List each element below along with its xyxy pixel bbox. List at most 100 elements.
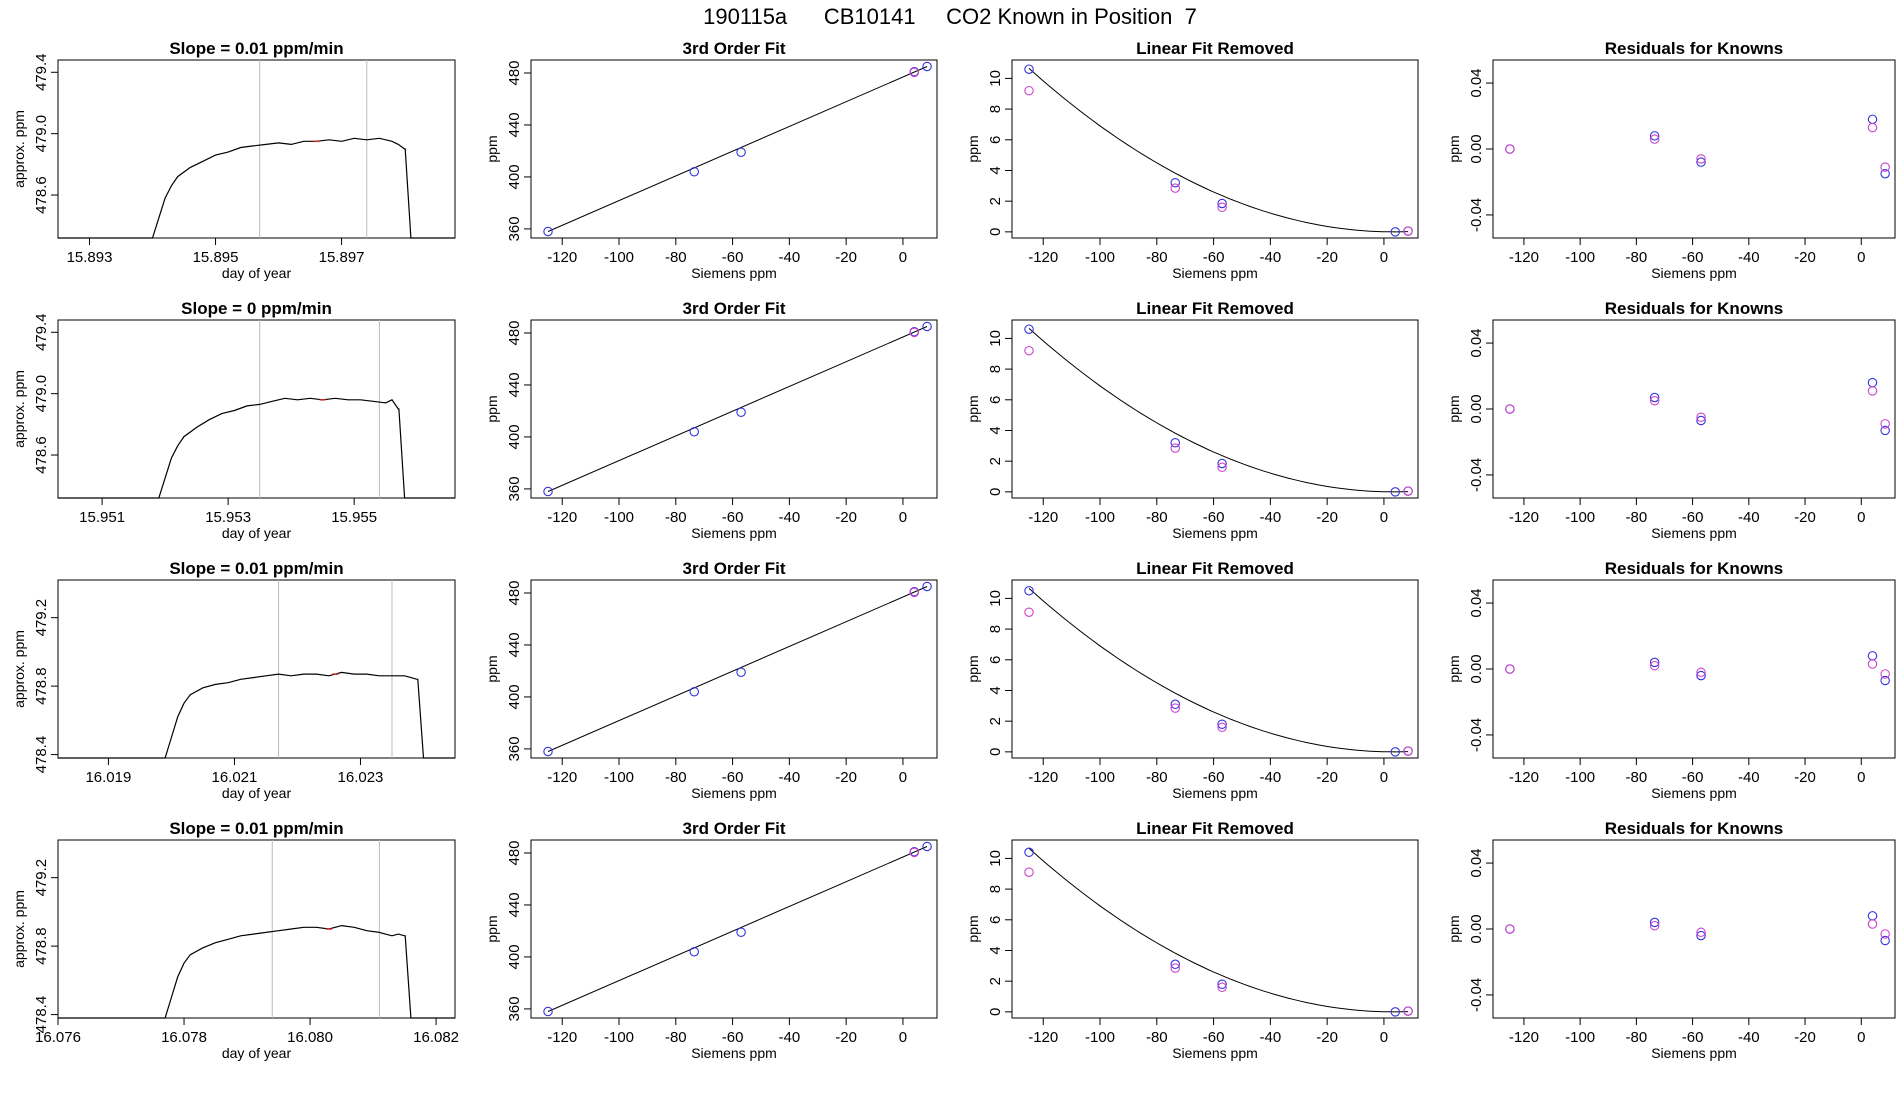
- chart-r1-c0-ytick-label-2: 479.4: [33, 314, 50, 352]
- chart-r3-c2-ytick-label-0: 0: [987, 1008, 1004, 1016]
- chart-r3-c2-fit-point-3: [1390, 1007, 1401, 1017]
- chart-r2-c3-fit-point-2: [1696, 670, 1706, 681]
- chart-r1-c1-ytick-label-0: 360: [506, 476, 523, 501]
- chart-r1-c1-plot-frame: [530, 319, 938, 499]
- chart-r3-c0-xlabel: day of year: [222, 1045, 292, 1061]
- chart-r3-c3-xtick-label-1: -100: [1565, 1029, 1595, 1046]
- chart-r0-c2-ytick-label-4: 8: [987, 105, 1004, 113]
- chart-r0-c3-raw-point-0: [1505, 144, 1515, 154]
- chart-r2-c1-raw-point-0: [909, 587, 920, 598]
- chart-r2-c2: Linear Fit Removed -120 -100 -80 -60 -40 -20 0 0…: [965, 559, 1419, 801]
- chart-r3-c0-series-line: [58, 924, 455, 1019]
- chart-r2-c3-raw-point-1: [1649, 660, 1660, 671]
- chart-r0-c2-fit-point-1: [1170, 178, 1181, 188]
- chart-r0-c0-xtick-label-2: 15.897: [319, 249, 365, 266]
- chart-r2-c3-xlabel: Siemens ppm: [1651, 785, 1737, 801]
- chart-r0-c3: Residuals for Knowns -120 -100 -80 -60 -40 -20…: [1446, 39, 1896, 281]
- chart-r2-c2-xtick-label-1: -100: [1085, 769, 1115, 786]
- chart-r1-c3-ytick-label-2: 0.04: [1468, 328, 1485, 357]
- chart-r1-c1-fit-curve: [547, 326, 928, 492]
- chart-r3-c1-fit-point-2: [736, 927, 746, 937]
- chart-r2-c1-xtick-label-6: 0: [899, 769, 907, 786]
- chart-r3-c2-ytick-label-2: 4: [987, 946, 1004, 954]
- chart-r0-c1-xlabel: Siemens ppm: [691, 265, 777, 281]
- chart-r3-c3-raw-point-2: [1696, 927, 1706, 938]
- chart-r2-c3-xtick-label-2: -80: [1626, 769, 1648, 786]
- chart-r3-c1-ytick-label-1: 400: [506, 944, 523, 969]
- chart-r0-c2-xtick-label-2: -80: [1146, 249, 1168, 266]
- chart-r2-c3-plot-frame: [1492, 579, 1896, 759]
- chart-r1-c3-xtick-label-1: -100: [1565, 509, 1595, 526]
- chart-r2-c2-fit-point-3: [1390, 747, 1401, 757]
- chart-r1-c2-title: Linear Fit Removed: [1136, 299, 1294, 318]
- chart-r3-c0-ytick-label-1: 478.8: [33, 927, 50, 965]
- chart-r0-c1-xtick-label-6: 0: [899, 249, 907, 266]
- chart-r2-c2-ylabel: ppm: [965, 655, 981, 682]
- chart-r3-c2-raw-point-2: [1217, 982, 1227, 993]
- chart-r3-c3-xtick-label-4: -40: [1738, 1029, 1760, 1046]
- chart-r3-c3-plot-frame: [1492, 839, 1896, 1019]
- chart-r3-c0-xtick-label-2: 16.080: [287, 1029, 333, 1046]
- chart-r2-c0-series-line: [58, 671, 455, 759]
- chart-r3-c3-ytick-label-2: 0.04: [1468, 848, 1485, 877]
- chart-r1-c3-fit-point-3: [1867, 377, 1878, 388]
- chart-r0-c1-fit-point-0: [543, 226, 553, 237]
- chart-r3-c2-title: Linear Fit Removed: [1136, 819, 1294, 838]
- chart-r2-c0-title: Slope = 0.01 ppm/min: [169, 559, 343, 578]
- chart-r0-c2-raw-point-2: [1217, 202, 1227, 213]
- chart-r2-c2-title: Linear Fit Removed: [1136, 559, 1294, 578]
- chart-r2-c3-fit-point-1: [1649, 657, 1660, 668]
- chart-r1-c2-xtick-label-2: -80: [1146, 509, 1168, 526]
- chart-r1-c3-raw-point-2: [1696, 412, 1706, 422]
- chart-r0-c2-fit-point-2: [1217, 198, 1227, 209]
- chart-r2-c2-ytick-label-2: 4: [987, 686, 1004, 694]
- chart-r1-c3-raw-point-4: [1880, 419, 1890, 429]
- chart-r2-c2-xtick-label-4: -40: [1260, 769, 1282, 786]
- chart-r3-c1-xtick-label-5: -20: [835, 1029, 857, 1046]
- chart-r3-c2-ytick-label-4: 8: [987, 885, 1004, 893]
- chart-r3-c0-xtick-label-1: 16.078: [161, 1029, 207, 1046]
- chart-r3-c3-ytick-label-1: 0.00: [1468, 914, 1485, 943]
- chart-r2-c0-plot-frame: [57, 579, 456, 759]
- chart-r3-c3-fit-point-1: [1649, 917, 1660, 928]
- chart-r2-c2-fit-point-2: [1217, 719, 1227, 729]
- chart-r1-c1-ytick-label-2: 440: [506, 372, 523, 397]
- chart-r3-c1-xtick-label-0: -120: [547, 1029, 577, 1046]
- chart-r3-c2-raw-point-3: [1403, 1006, 1413, 1016]
- chart-r1-c3-xtick-label-0: -120: [1509, 509, 1539, 526]
- chart-r3-c3-xlabel: Siemens ppm: [1651, 1045, 1737, 1061]
- chart-r3-c2-fit-point-1: [1170, 959, 1181, 970]
- chart-r0-c0-ytick-label-2: 479.4: [33, 54, 50, 92]
- chart-r0-c2-raw-point-0: [1024, 85, 1034, 96]
- chart-r2-c3: Residuals for Knowns -120 -100 -80 -60 -40 -20…: [1446, 559, 1896, 801]
- chart-r3-c1-title: 3rd Order Fit: [683, 819, 786, 838]
- chart-r0-c0-title: Slope = 0.01 ppm/min: [169, 39, 343, 58]
- chart-r1-c2-xlabel: Siemens ppm: [1172, 525, 1258, 541]
- chart-r0-c2: Linear Fit Removed -120 -100 -80 -60 -40 -20 0 0…: [965, 39, 1419, 281]
- chart-r1-c3-fit-point-4: [1880, 425, 1890, 436]
- chart-r2-c2-ytick-label-3: 6: [987, 656, 1004, 664]
- chart-r2-c1-xlabel: Siemens ppm: [691, 785, 777, 801]
- chart-r3-c1-xtick-label-1: -100: [604, 1029, 634, 1046]
- chart-r0-c0-ytick-label-1: 479.0: [33, 115, 50, 153]
- chart-r0-c1-fit-point-4: [922, 61, 932, 72]
- chart-r1-c2-fit-curve: [1028, 328, 1409, 493]
- chart-r0-c3-fit-point-4: [1880, 168, 1890, 179]
- chart-r2-c1-ytick-label-0: 360: [506, 736, 523, 761]
- chart-r0-c1-xtick-label-4: -40: [779, 249, 801, 266]
- chart-r2-c2-ytick-label-1: 2: [987, 717, 1004, 725]
- chart-r1-c2-ytick-label-2: 4: [987, 426, 1004, 434]
- chart-r3-c3-fit-point-2: [1696, 930, 1706, 941]
- chart-r2-c3-title: Residuals for Knowns: [1605, 559, 1784, 578]
- chart-r1-c3: Residuals for Knowns -120 -100 -80 -60 -40 -20…: [1446, 299, 1896, 541]
- chart-r2-c1-fit-point-4: [922, 581, 932, 592]
- chart-r1-c2-ytick-label-0: 0: [987, 488, 1004, 496]
- chart-r1-c1-fit-point-0: [543, 486, 553, 497]
- chart-r2-c2-ytick-label-5: 10: [987, 590, 1004, 607]
- chart-r3-c3-raw-point-1: [1649, 920, 1660, 931]
- chart-r0-c2-fit-point-3: [1390, 227, 1401, 237]
- chart-r2-c3-ytick-label-2: 0.04: [1468, 588, 1485, 617]
- chart-r3-c3: Residuals for Knowns -120 -100 -80 -60 -40 -20…: [1446, 819, 1896, 1061]
- chart-r2-c2-ytick-label-0: 0: [987, 748, 1004, 756]
